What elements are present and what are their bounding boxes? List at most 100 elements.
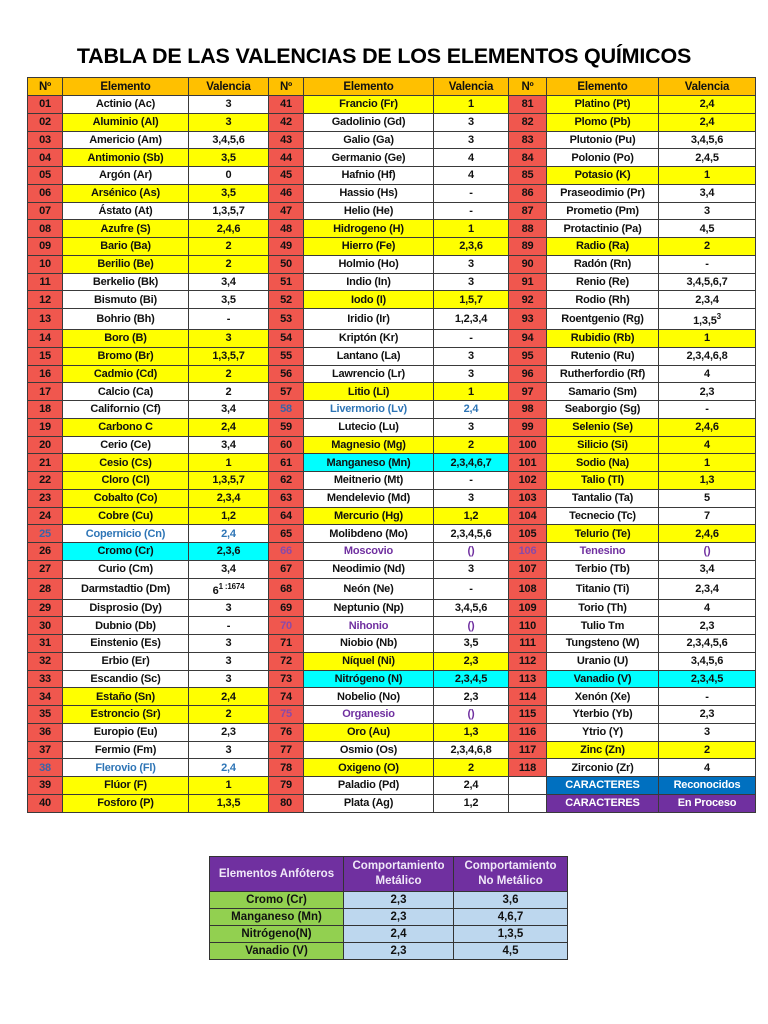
valence-text: 1,5,7 [459, 293, 483, 306]
atomic-number: 12 [27, 290, 63, 309]
valence-value: 2,3 [658, 616, 756, 635]
atomic-number: 109 [508, 598, 547, 618]
element-name: Estroncio (Sr) [62, 705, 189, 724]
atomic-number: 72 [268, 651, 304, 671]
table-row: 27 Curio (Cm) 3,4 67 Neodimio (Nd) 3 107 Terbio… [27, 559, 756, 579]
amphoteric-header-metallic: Comportamiento Metálico [343, 856, 454, 892]
valence-text: 3 [468, 350, 474, 363]
valence-value: 1 [188, 776, 269, 795]
atomic-number: 94 [508, 329, 547, 348]
element-name: Radón (Rn) [546, 254, 659, 274]
valence-text: 3,4 [699, 187, 715, 200]
atomic-number: 15 [27, 346, 63, 366]
atomic-number: 79 [268, 776, 304, 795]
valence-text: 4 [468, 151, 474, 164]
atomic-number: 85 [508, 166, 547, 185]
valence-value: () [658, 542, 756, 561]
valence-text: 3 [225, 601, 232, 614]
atomic-number: 101 [508, 453, 547, 472]
atomic-number: 28 [27, 577, 63, 600]
valence-value: 3 [433, 488, 509, 508]
valence-text: 3,4 [221, 438, 236, 451]
element-name: Telurio (Te) [546, 524, 659, 543]
valence-value: 3 [188, 112, 269, 132]
valence-value: 2,3,4 [188, 488, 269, 508]
valence-value: 3 [433, 112, 509, 132]
valence-value: 1 [433, 382, 509, 401]
element-name: Hassio (Hs) [303, 183, 434, 203]
valence-value: 2,4,6 [658, 417, 756, 437]
valence-value: 2,3,4,6,8 [433, 740, 509, 760]
valence-value: 2,3 [188, 722, 269, 742]
element-name: Moscovio [303, 542, 434, 561]
element-name: Hidrogeno (H) [303, 219, 434, 238]
element-name: Samario (Sm) [546, 382, 659, 401]
valence-value: 2,3 [658, 382, 756, 401]
valence-value: 2,3,6 [433, 237, 509, 256]
table-row: 15 Bromo (Br) 1,3,5,7 55 Lantano (La) 3 95 Rute… [27, 346, 756, 366]
valence-text: 2,4 [699, 98, 715, 111]
valence-text: 3,5 [221, 293, 236, 306]
amphoteric-row: Vanadio (V) 2,3 4,5 [209, 942, 568, 960]
table-row: 39 Flúor (F) 1 79 Paladio (Pd) 2,4 CARACTERES R… [27, 776, 756, 795]
element-name: Indio (In) [303, 272, 434, 292]
atomic-number: 81 [508, 95, 547, 114]
legend-status: En Proceso [658, 793, 756, 813]
valence-value: 1 [658, 166, 756, 185]
valence-value: 2 [188, 364, 269, 384]
table-row: 34 Estaño (Sn) 2,4 74 Nobelio (No) 2,3 114 Xenó… [27, 687, 756, 706]
valence-value: 3 [433, 272, 509, 292]
atomic-number: 57 [268, 382, 304, 401]
valence-value: 1 [433, 95, 509, 114]
valence-value: 2 [188, 237, 269, 256]
valence-text: 1 [225, 456, 232, 469]
element-name: Europio (Eu) [62, 722, 189, 742]
valence-text: 2,3 [463, 655, 479, 668]
table-row: 08 Azufre (S) 2,4,6 48 Hidrogeno (H) 1 88 Prota… [27, 219, 756, 238]
atomic-number: 90 [508, 254, 547, 274]
valence-value: 2,4 [188, 758, 269, 777]
valence-text: 1 [704, 332, 710, 345]
valence-superscript: 1 :1674 [218, 581, 245, 591]
table-row: 23 Cobalto (Co) 2,3,4 63 Mendelevio (Md) 3 103… [27, 488, 756, 508]
valence-text: 2 [704, 240, 710, 253]
valence-text: 3,4,5,6,7 [686, 275, 728, 288]
element-name: Flerovio (Fl) [62, 758, 189, 777]
valence-text: 3 [468, 367, 474, 380]
atomic-number: 107 [508, 559, 547, 579]
atomic-number: 75 [268, 705, 304, 724]
element-name: Bario (Ba) [62, 237, 189, 256]
element-name: Cobre (Cu) [62, 506, 189, 526]
atomic-number: 100 [508, 435, 547, 455]
valence-value: 1,2 [433, 506, 509, 526]
element-name: Neodimio (Nd) [303, 559, 434, 579]
valence-text: 1,3,5 [216, 797, 241, 810]
valence-value: 3,4,5,6 [658, 130, 756, 150]
atomic-number: 40 [27, 793, 63, 813]
atomic-number: 31 [27, 634, 63, 653]
valence-text: 2,4 [221, 527, 236, 540]
valence-value: 2,4 [188, 687, 269, 706]
table-row: 21 Cesio (Cs) 1 61 Manganeso (Mn) 2,3,4,6,7 10… [27, 453, 756, 472]
element-name: Bismuto (Bi) [62, 290, 189, 309]
table-row: 33 Escandio (Sc) 3 73 Nitrógeno (N) 2,3,4,5 11… [27, 669, 756, 689]
valence-value: 3 [188, 651, 269, 671]
valence-text: 2 [225, 708, 232, 721]
element-name: Estaño (Sn) [62, 687, 189, 706]
element-name: Cerio (Ce) [62, 435, 189, 455]
header-element: Elemento [62, 77, 189, 96]
valence-value: 2,3,6 [188, 542, 269, 561]
atomic-number: 108 [508, 577, 547, 600]
element-name: Iodo (I) [303, 290, 434, 309]
amphoteric-table: Elementos Anfóteros Comportamiento Metáli… [209, 856, 568, 960]
table-row: 20 Cerio (Ce) 3,4 60 Magnesio (Mg) 2 100 Silici… [27, 435, 756, 455]
valence-value: 7 [658, 506, 756, 526]
valence-text: 1,2 [463, 797, 479, 810]
table-row: 29 Disprosio (Dy) 3 69 Neptunio (Np) 3,4,5,6 1… [27, 598, 756, 618]
table-row: 18 Californio (Cf) 3,4 58 Livermorio (Lv) 2,4… [27, 400, 756, 419]
table-row: 28 Darmstadtio (Dm) 61 :1674 68 Neón (Ne) -10… [27, 577, 756, 600]
element-name: Berkelio (Bk) [62, 272, 189, 292]
valence-value: 0 [188, 166, 269, 185]
valence-value: 2,3 [433, 651, 509, 671]
valence-text: 3 [704, 204, 710, 217]
